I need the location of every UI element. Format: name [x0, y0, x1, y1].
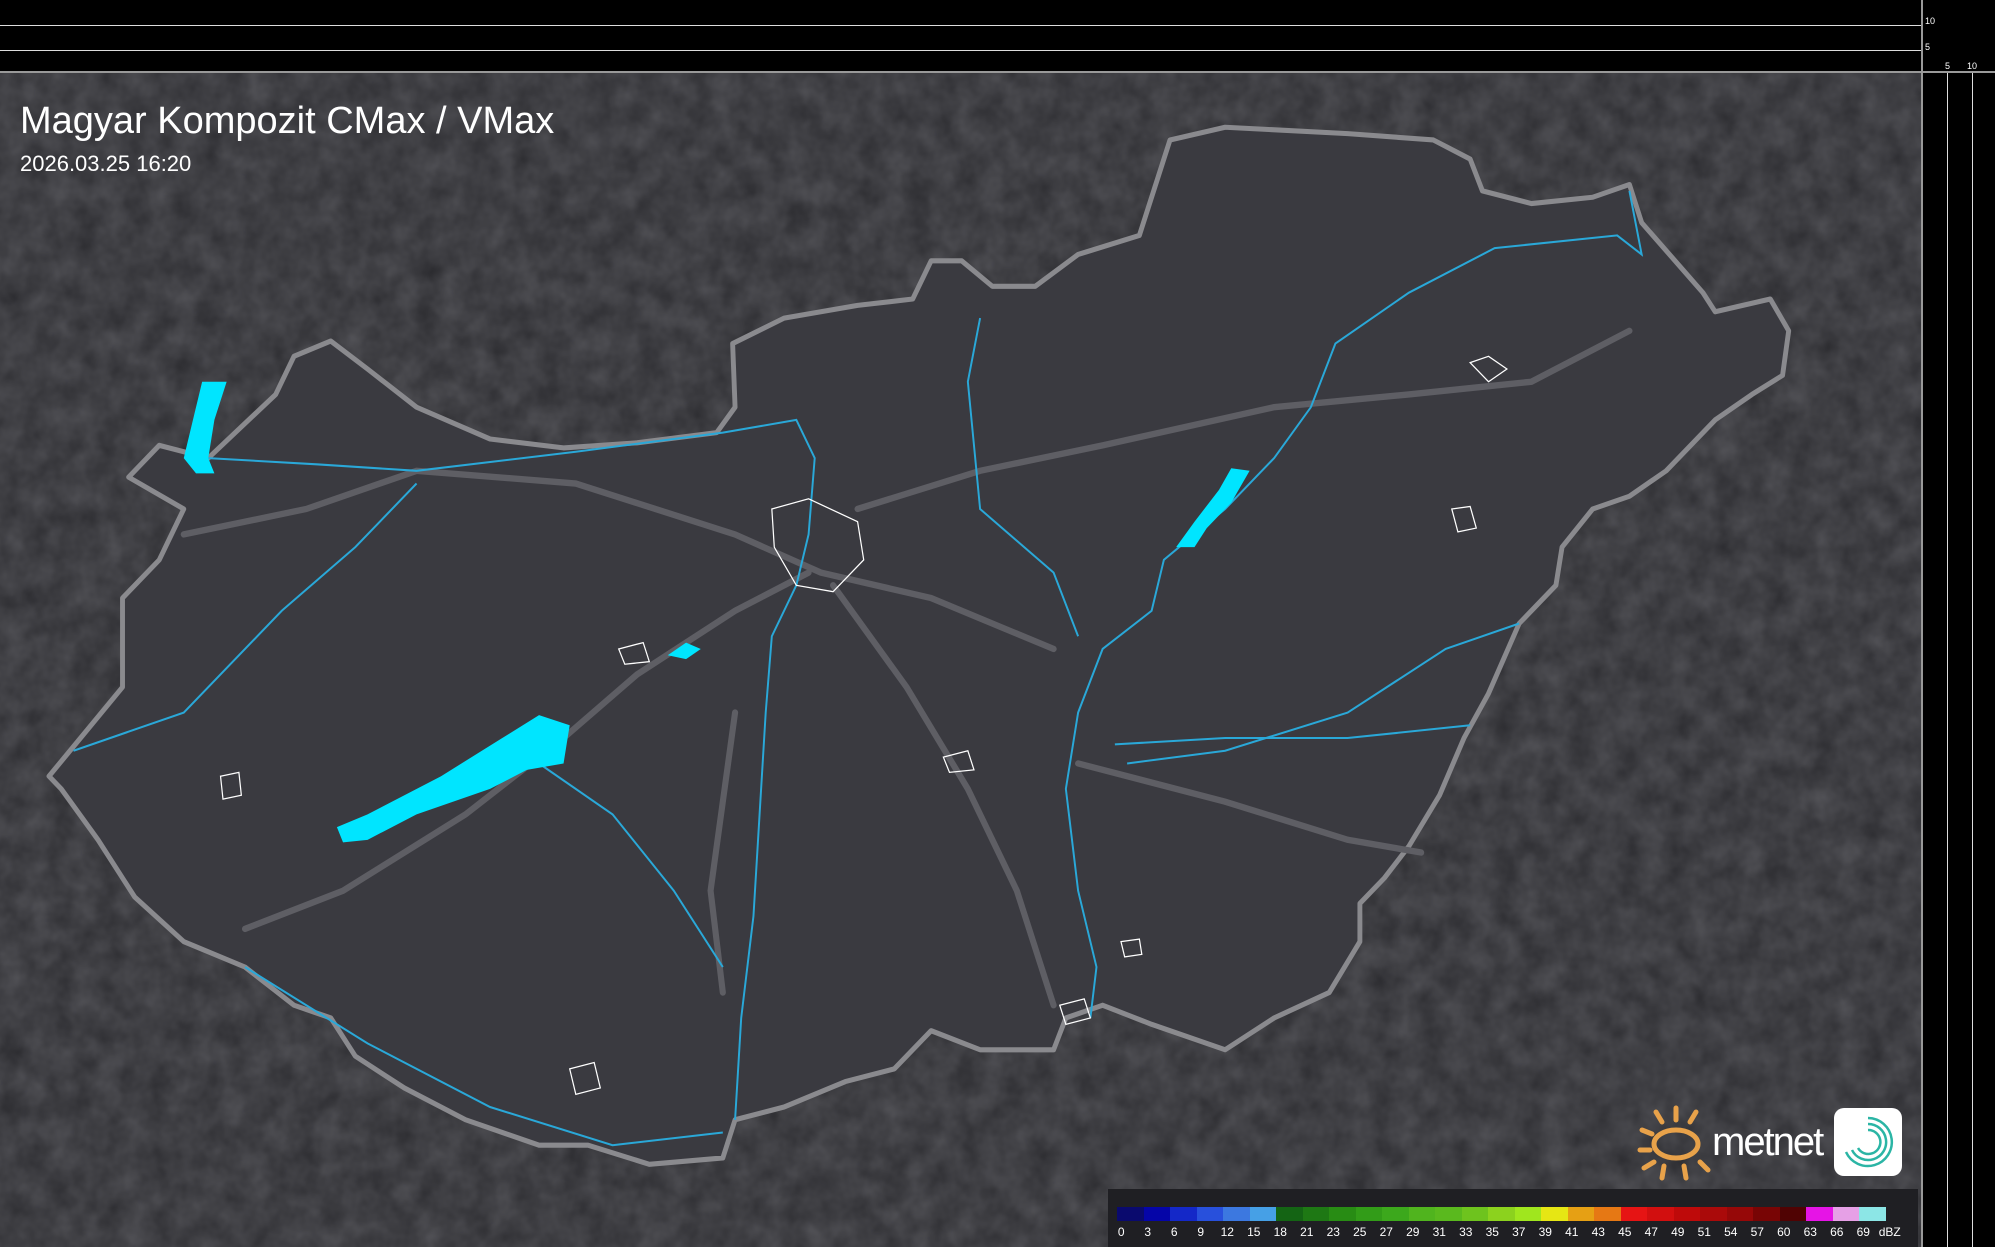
color-swatch — [1408, 1207, 1435, 1221]
scale-label: 27 — [1379, 1225, 1393, 1239]
color-swatch — [1541, 1207, 1568, 1221]
map-title: Magyar Kompozit CMax / VMax — [20, 100, 555, 142]
grid-line-10 — [0, 25, 1921, 26]
scale-label: 0 — [1117, 1225, 1125, 1239]
scale-label: 60 — [1777, 1225, 1791, 1239]
unit-label: dBZ — [1878, 1225, 1901, 1239]
color-swatch — [1117, 1207, 1144, 1221]
grid-line-v5 — [1947, 73, 1948, 1247]
color-swatch — [1726, 1207, 1753, 1221]
color-swatch — [1753, 1207, 1780, 1221]
scale-label: 49 — [1671, 1225, 1685, 1239]
color-swatch — [1143, 1207, 1170, 1221]
scale-label: 63 — [1803, 1225, 1817, 1239]
scale-label: 57 — [1750, 1225, 1764, 1239]
app-logo — [1834, 1108, 1903, 1176]
river-drava — [244, 966, 723, 1147]
right-tick-10: 10 — [1967, 61, 1978, 71]
top-tick-5: 5 — [1925, 42, 1931, 52]
grid-line-v10 — [1972, 73, 1973, 1247]
lakes — [183, 381, 1250, 843]
color-swatch — [1170, 1207, 1197, 1221]
scale-label: 39 — [1538, 1225, 1552, 1239]
color-swatch — [1223, 1207, 1250, 1221]
scale-label: 33 — [1459, 1225, 1473, 1239]
color-swatch — [1461, 1207, 1488, 1221]
color-swatch — [1620, 1207, 1647, 1221]
right-profile-panel: 10 5 5 10 — [1921, 0, 1995, 1247]
color-swatch — [1382, 1207, 1409, 1221]
color-swatch — [1673, 1207, 1700, 1221]
scale-label: 69 — [1856, 1225, 1870, 1239]
color-swatch — [1196, 1207, 1223, 1221]
color-swatch — [1249, 1207, 1276, 1221]
color-swatch — [1488, 1207, 1515, 1221]
color-swatch — [1435, 1207, 1462, 1221]
color-swatch — [1276, 1207, 1303, 1221]
panel-separator — [1923, 71, 1995, 73]
scale-label: 37 — [1512, 1225, 1526, 1239]
scale-label: 41 — [1565, 1225, 1579, 1239]
scale-label: 3 — [1144, 1225, 1152, 1239]
scale-label: 31 — [1432, 1225, 1446, 1239]
top-profile-panel — [0, 0, 1921, 73]
scale-label: 66 — [1830, 1225, 1844, 1239]
scale-label: 23 — [1326, 1225, 1340, 1239]
scale-label: 54 — [1724, 1225, 1738, 1239]
top-tick-10: 10 — [1925, 16, 1936, 26]
color-swatch — [1302, 1207, 1329, 1221]
metnet-wordmark: metnet — [1712, 1119, 1824, 1164]
color-swatch — [1779, 1207, 1806, 1221]
scale-label: 29 — [1406, 1225, 1420, 1239]
scale-label: 15 — [1247, 1225, 1261, 1239]
color-scale — [1117, 1207, 1886, 1221]
color-swatch — [1806, 1207, 1833, 1221]
scale-labels: 0 3 6 9 12 15 18 21 23 25 27 29 31 33 35 37 39 41 43 45 47 49… — [1108, 1225, 1903, 1239]
metnet-logo: metnet — [1636, 1102, 1903, 1182]
dbz-legend: 0 3 6 9 12 15 18 21 23 25 27 29 31 33 35 37 39 41 43 45 47 49… — [1108, 1189, 1918, 1247]
color-swatch — [1594, 1207, 1621, 1221]
sun-icon — [1637, 1105, 1711, 1181]
map-timestamp: 2026.03.25 16:20 — [20, 151, 192, 176]
river-maros — [1114, 724, 1471, 746]
right-tick-5: 5 — [1945, 61, 1951, 71]
color-swatch — [1329, 1207, 1356, 1221]
color-swatch — [1700, 1207, 1727, 1221]
scale-label: 43 — [1591, 1225, 1605, 1239]
scale-label: 18 — [1273, 1225, 1287, 1239]
scale-label: 47 — [1644, 1225, 1658, 1239]
scale-label: 9 — [1197, 1225, 1205, 1239]
scale-label: 6 — [1170, 1225, 1178, 1239]
color-swatch — [1647, 1207, 1674, 1221]
color-swatch — [1355, 1207, 1382, 1221]
river-sio — [538, 762, 724, 968]
river-danube — [208, 418, 816, 1120]
radar-map[interactable] — [0, 73, 1921, 1247]
river-koros — [1126, 622, 1520, 765]
lake-ferto — [183, 381, 227, 474]
lake-balaton — [336, 715, 570, 843]
river-raba — [73, 482, 418, 752]
map-svg — [0, 73, 1921, 1247]
river-zagyva — [966, 317, 1080, 637]
color-swatch — [1567, 1207, 1594, 1221]
city-outlines — [219, 355, 1509, 1096]
lake-tisza — [1176, 468, 1250, 548]
rivers — [73, 190, 1644, 1147]
color-swatch — [1859, 1207, 1886, 1221]
swirl-icon — [1845, 1116, 1894, 1168]
lake-velence — [667, 642, 701, 660]
scale-label: 25 — [1353, 1225, 1367, 1239]
scale-label: 12 — [1220, 1225, 1234, 1239]
scale-label: 45 — [1618, 1225, 1632, 1239]
color-swatch — [1832, 1207, 1859, 1221]
color-swatch — [1514, 1207, 1541, 1221]
scale-label: 51 — [1697, 1225, 1711, 1239]
scale-label: 35 — [1485, 1225, 1499, 1239]
scale-label: 21 — [1300, 1225, 1314, 1239]
grid-line-5 — [0, 50, 1921, 51]
hungary-country — [46, 124, 1792, 1167]
